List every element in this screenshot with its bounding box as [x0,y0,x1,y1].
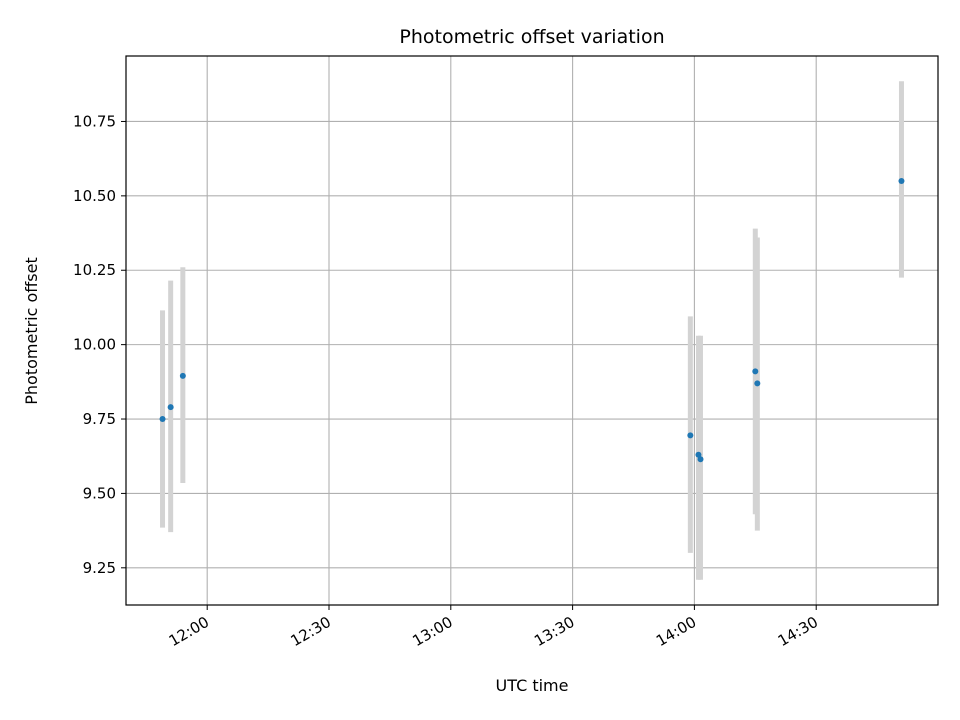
y-tick-label: 9.75 [83,410,116,428]
y-tick-label: 10.50 [73,187,116,205]
y-tick-label: 9.50 [83,484,116,502]
x-tick-label: 13:30 [531,613,577,650]
data-point [167,404,174,411]
data-point [754,380,761,387]
x-tick-label: 14:00 [653,613,699,650]
data-point [687,432,694,439]
data-point [179,372,186,379]
x-tick-label: 12:30 [288,613,334,650]
error-bars [160,81,904,580]
x-axis-title: UTC time [496,676,569,695]
y-tick-label: 10.00 [73,336,116,354]
x-tick-label: 14:30 [775,613,821,650]
data-point [159,416,166,423]
data-point [695,451,702,458]
y-tick-label: 10.75 [73,112,116,130]
data-point [898,177,905,184]
data-points [159,177,905,463]
plot-area-frame [125,55,939,606]
y-tick-label: 10.25 [73,261,116,279]
data-point [752,368,759,375]
data-point [697,456,704,463]
grid-lines [126,56,938,605]
x-axis-ticks: 12:00 12:30 13:00 13:30 14:00 14:30 [166,605,821,650]
chart-title: Photometric offset variation [399,26,664,48]
y-tick-label: 9.25 [83,559,116,577]
x-tick-label: 12:00 [166,613,212,650]
y-axis-title: Photometric offset [22,257,41,405]
y-axis-ticks: 9.25 9.50 9.75 10.00 10.25 10.50 10.75 [73,112,126,577]
x-tick-label: 13:00 [409,613,455,650]
